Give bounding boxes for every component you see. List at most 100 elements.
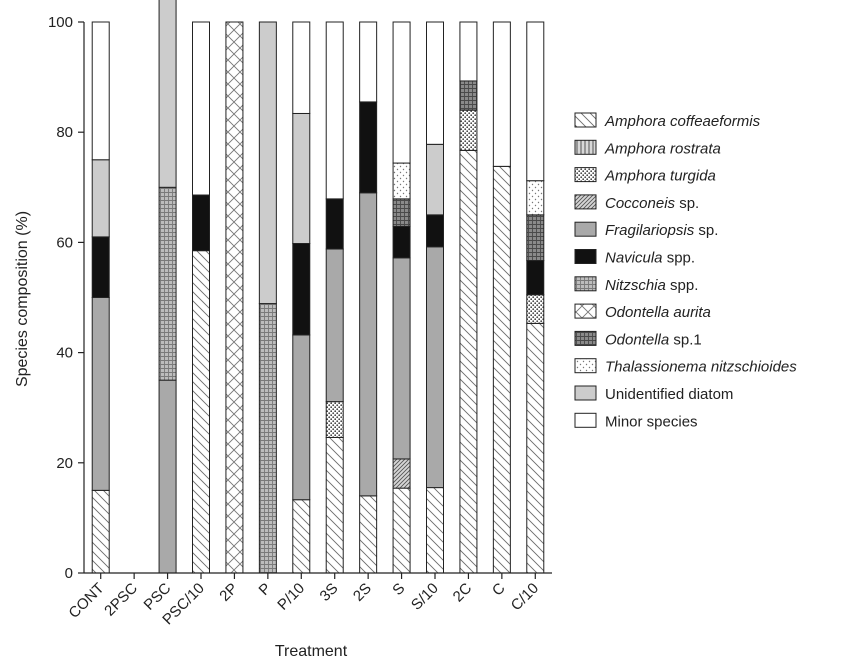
- y-tick-label: 40: [56, 345, 73, 362]
- bar-segment-2C-11: [459, 21, 478, 82]
- y-tick-label: 80: [56, 124, 73, 141]
- bar-segment-S-0: [392, 487, 411, 574]
- bar-segment-PSC/10-11: [192, 21, 210, 196]
- bar-segment-2C-2: [459, 109, 478, 151]
- y-tick-label: 60: [56, 234, 73, 251]
- bar-segment-S-4: [392, 257, 411, 460]
- legend-label: Odontella aurita: [605, 304, 711, 321]
- bar-segment-PSC-10: [158, 0, 177, 188]
- bars-layer: [91, 0, 545, 574]
- bar-segment-P/10-0: [292, 499, 311, 574]
- bar-segment-P-6: [258, 303, 277, 574]
- bar-segment-CONT-10: [91, 159, 110, 238]
- bar-segment-P/10-4: [292, 334, 311, 501]
- legend-swatch: [574, 276, 597, 292]
- legend-label: Nitzschia spp.: [605, 277, 698, 294]
- legend-swatch: [574, 249, 597, 264]
- legend-swatch: [574, 139, 597, 155]
- legend-label: Navicula spp.: [605, 250, 695, 267]
- legend-label: Amphora turgida: [604, 168, 716, 185]
- bar-segment-3S-2: [325, 401, 344, 438]
- legend-swatch: [574, 221, 597, 237]
- bar-segment-2S-5: [359, 101, 378, 194]
- bar-segment-CONT-5: [91, 236, 110, 298]
- bar-segment-C-11: [492, 21, 511, 167]
- bar-segment-P-10: [258, 21, 277, 305]
- x-tick-label: S/10: [408, 580, 442, 614]
- bar-segment-PSC/10-5: [192, 194, 210, 252]
- bar-segment-C-0: [492, 165, 511, 574]
- legend-swatch: [574, 303, 597, 319]
- bar-segment-CONT-4: [91, 297, 110, 491]
- x-axis-title: Treatment: [275, 643, 348, 659]
- legend-label: Unidentified diatom: [605, 386, 733, 403]
- x-tick-label: P/10: [274, 580, 308, 614]
- x-tick-label: C/10: [508, 580, 542, 614]
- bar-segment-PSC/10-0: [192, 250, 210, 574]
- bar-segment-CONT-11: [91, 21, 110, 161]
- bar-segment-PSC-4: [158, 379, 177, 574]
- bar-segment-2C-0: [459, 149, 478, 574]
- x-tick-label: 2S: [350, 580, 375, 605]
- bar-segment-CONT-0: [91, 489, 110, 574]
- bar-segment-2S-0: [359, 495, 378, 574]
- legend-swatch: [574, 385, 597, 401]
- bar-segment-S/10-4: [426, 246, 444, 489]
- bar-segment-C/10-11: [526, 21, 545, 182]
- bar-segment-2P-7: [225, 21, 244, 574]
- bar-segment-S/10-0: [426, 487, 444, 574]
- bar-segment-S-5: [392, 225, 411, 259]
- bar-segment-S/10-5: [426, 214, 444, 248]
- y-tick-label: 20: [56, 455, 73, 472]
- bar-segment-P/10-11: [292, 21, 311, 114]
- y-tick-label: 100: [48, 14, 73, 31]
- bar-segment-C/10-2: [526, 294, 545, 324]
- legend: Amphora coffeaeformis Amphora rostrata Amp…: [574, 112, 797, 430]
- bar-segment-2S-11: [359, 21, 378, 103]
- bar-segment-P/10-10: [292, 112, 311, 245]
- bar-segment-C/10-0: [526, 322, 545, 574]
- bar-segment-PSC-6: [158, 186, 177, 381]
- legend-label: Odontella sp.1: [605, 331, 702, 348]
- bar-segment-S-8: [392, 198, 411, 227]
- legend-label: Minor species: [605, 413, 698, 430]
- bar-segment-C/10-8: [526, 214, 545, 262]
- bar-segment-S-3: [392, 458, 411, 489]
- bar-segment-3S-0: [325, 436, 344, 574]
- legend-swatch: [574, 112, 597, 128]
- bar-segment-S-9: [392, 162, 411, 200]
- x-tick-label: 2PSC: [101, 580, 141, 620]
- y-tick-label: 0: [65, 565, 73, 582]
- bar-segment-C/10-5: [526, 260, 545, 296]
- x-tick-label: P: [256, 580, 275, 599]
- legend-label: Amphora rostrata: [604, 140, 721, 157]
- y-axis-title: Species composition (%): [14, 211, 31, 387]
- x-tick-label: S: [389, 580, 408, 599]
- legend-swatch: [574, 358, 597, 374]
- bar-segment-S-11: [392, 21, 411, 164]
- legend-label: Cocconeis sp.: [605, 195, 699, 212]
- bar-segment-P/10-5: [292, 243, 311, 336]
- legend-swatch: [574, 412, 597, 428]
- bar-segment-C/10-9: [526, 180, 545, 216]
- x-tick-label: C: [489, 580, 509, 600]
- bar-segment-S/10-11: [426, 21, 444, 145]
- bar-segment-3S-4: [325, 248, 344, 403]
- legend-label: Fragilariopsis sp.: [605, 222, 718, 239]
- bar-segment-3S-11: [325, 21, 344, 200]
- bar-segment-2C-8: [459, 80, 478, 111]
- bar-segment-2S-4: [359, 192, 378, 497]
- legend-swatch: [574, 167, 597, 183]
- x-tick-label: 3S: [317, 580, 342, 605]
- legend-swatch: [574, 330, 597, 346]
- bar-segment-3S-5: [325, 198, 344, 250]
- legend-swatch: [574, 194, 597, 210]
- bar-segment-S/10-10: [426, 143, 444, 216]
- x-tick-label: CONT: [65, 580, 107, 622]
- legend-label: Thalassionema nitzschioides: [605, 359, 797, 376]
- x-tick-label: 2P: [216, 580, 241, 605]
- x-tick-label: 2C: [450, 580, 476, 606]
- legend-label: Amphora coffeaeformis: [604, 113, 761, 130]
